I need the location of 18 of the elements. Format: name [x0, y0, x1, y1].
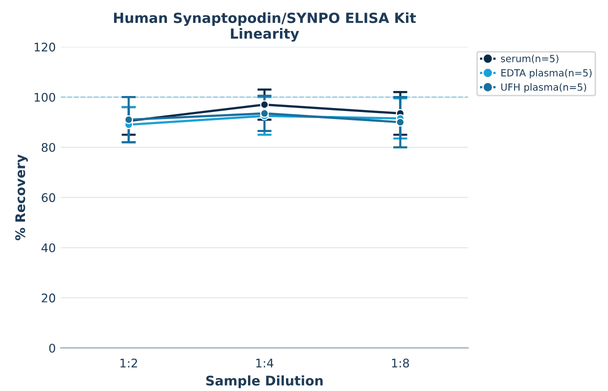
legend-label: serum(n=5) — [500, 54, 558, 64]
legend-label: EDTA plasma(n=5) — [501, 68, 592, 78]
x-axis-title: Sample Dilution — [206, 375, 323, 388]
y-tick-label: 40 — [41, 243, 56, 252]
y-axis-title: % Recovery — [15, 154, 28, 240]
point — [260, 100, 269, 109]
y-tick-label: 0 — [49, 344, 56, 353]
y-tick-label: 120 — [34, 42, 56, 52]
chart-title: Human Synaptopodin/SYNPO ELISA Kit Linearity — [114, 12, 416, 42]
y-tick-label: 80 — [42, 143, 56, 152]
y-tick-label: 60 — [42, 193, 56, 202]
legend-label: UFH plasma(n=5) — [501, 83, 586, 93]
x-tick-label: 1:8 — [392, 358, 409, 368]
y-tick-label: 20 — [42, 294, 56, 302]
x-tick-label: 1:4 — [256, 358, 274, 368]
y-tick-label: 100 — [34, 92, 56, 102]
point — [260, 109, 269, 118]
x-tick-label: 1:2 — [120, 358, 138, 368]
